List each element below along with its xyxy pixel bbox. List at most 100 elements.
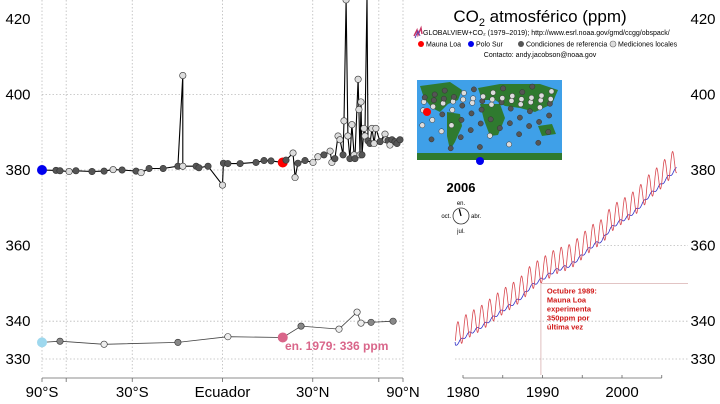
ref-marker [145,164,153,172]
y-tick-label-right: 420 [690,11,715,28]
station-marker [548,88,555,95]
ref-marker [297,322,305,330]
annotation-text: Mauna Loa [547,295,587,304]
station-marker [536,119,542,125]
legend-label: Polo Sur [476,42,504,49]
station-marker [438,128,445,135]
local-marker [336,136,344,144]
clock-label-bottom: jul. [456,229,465,235]
local-marker [179,162,187,170]
x-tick-label: 30°S [116,384,149,401]
clock-label-top: en. [457,201,466,207]
y-tick-label-right: 330 [690,351,715,368]
source-line: GLOBALVIEW+CO₂ (1979–2019); http://www.e… [423,30,670,37]
station-marker [460,96,466,103]
chart-title: CO2 atmosférico (ppm) [453,7,626,29]
station-marker [487,116,494,123]
annotation-text: última vez [547,322,584,331]
local-marker [289,149,297,157]
station-marker [538,92,545,99]
station-marker [517,114,523,121]
local-marker [372,124,380,132]
y-tick-label-right: 360 [690,238,715,255]
station-marker [516,131,522,138]
station-marker [527,108,533,115]
y-tick-label-left: 330 [5,351,30,368]
y-tick-label-left: 360 [5,238,30,255]
mauna-loa-time-series [454,150,677,346]
south_pole-marker [37,337,47,348]
south_pole-marker [37,165,47,175]
x-tick-label: 2000 [605,384,638,401]
ref-marker [100,167,108,175]
ref-marker [224,160,232,168]
station-marker [439,111,446,118]
noaa-logo-icon [413,25,423,39]
ref-marker [204,162,212,170]
station-marker [507,105,514,112]
station-marker [508,97,515,104]
ref-marker [56,337,64,345]
local-marker [370,140,378,148]
station-marker [490,89,496,96]
legend-label: Mauna Loa [426,42,461,49]
x-tick-label: 1990 [526,384,559,401]
station-marker [459,102,466,109]
local-marker [342,0,350,4]
ref-marker [331,155,339,163]
station-marker [471,86,477,93]
local-marker [179,72,187,80]
clock-label-left: oct. [441,214,451,220]
ref-marker [376,138,384,146]
annotation-text: 350ppm por [547,313,590,322]
station-marker [429,117,436,123]
year-label: 2006 [447,180,476,195]
ref-marker [282,156,290,164]
legend-marker-icon [609,40,617,48]
ref-marker [72,167,80,175]
ref-marker [339,151,347,159]
station-marker [526,123,532,129]
station-marker [517,101,524,108]
time-gridlines [455,245,688,360]
legend-marker-icon [468,41,474,47]
ref-marker [252,158,260,166]
y-tick-label-left: 400 [5,86,30,103]
local-marker [65,168,73,176]
local-marker [344,132,352,140]
local-marker [340,117,348,125]
local-marker [291,174,299,182]
station-marker [518,96,525,103]
local-marker [309,158,317,166]
local-marker [335,325,343,333]
season-clock-icon [452,207,470,225]
station-marker [451,94,457,100]
y-tick-label-left: 420 [5,11,30,28]
local-marker [348,121,356,129]
local-marker [360,124,368,132]
mauna_loa-marker [277,332,288,343]
annotation-text: Octubre 1989: [547,286,597,295]
station-marker [419,122,426,129]
station-marker [547,96,554,102]
station-marker [431,97,437,104]
ref-marker [195,164,203,172]
y-tick-label-left: 340 [5,313,30,330]
x-tick-label: Ecuador [195,384,251,401]
y-tick-label-left: 380 [5,162,30,179]
south-pole-map-marker [476,157,484,165]
station-marker [458,117,465,123]
ref-marker [236,160,244,168]
local-marker [357,98,365,106]
annotation-text: experimenta [547,304,592,313]
ref-marker [260,157,268,165]
world-map [417,80,562,165]
station-marker [487,132,493,139]
station-marker [545,129,552,135]
y-tick-label-right: 400 [690,86,715,103]
local-marker [219,181,227,189]
station-marker [537,97,544,104]
station-marker [500,85,506,92]
station-marker [469,100,476,106]
